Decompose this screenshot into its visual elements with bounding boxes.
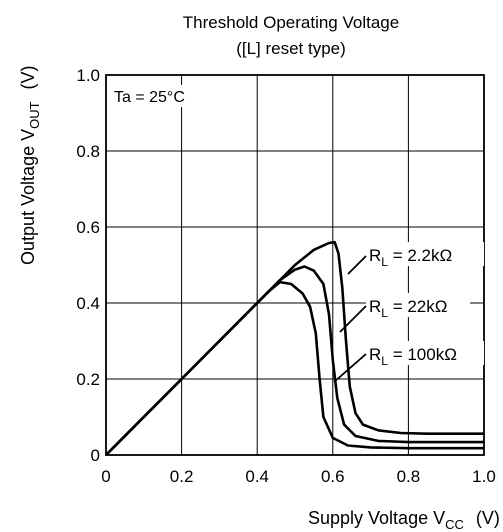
- series-label-prefix: R: [369, 345, 381, 364]
- x-tick-label: 0.6: [321, 467, 345, 486]
- annotation-background: [110, 85, 200, 107]
- leader-line-2-2k: [347, 255, 367, 275]
- y-tick-label: 0.4: [76, 294, 100, 313]
- leader-line-100k: [333, 353, 367, 383]
- series-label-subscript: L: [381, 354, 388, 368]
- y-axis-label: Output Voltage VOUT (V): [18, 65, 42, 265]
- y-tick-label: 0.6: [76, 218, 100, 237]
- y-axis-label-unit: (V): [18, 65, 38, 89]
- series-label-background: [366, 341, 484, 365]
- x-tick-label: 0: [101, 467, 110, 486]
- series-label-prefix: R: [369, 246, 381, 265]
- x-tick-label: 0.2: [170, 467, 194, 486]
- chart-title-line-1: Threshold Operating Voltage: [183, 13, 399, 32]
- y-axis-label-main: Output Voltage V: [18, 129, 38, 265]
- svg-text:RL = 2.2kΩ: RL = 2.2kΩ: [369, 246, 452, 269]
- series-label-value: = 22kΩ: [388, 297, 448, 316]
- y-axis-label-subscript: OUT: [27, 101, 42, 129]
- y-tick-label: 1.0: [76, 66, 100, 85]
- series-label-subscript: L: [381, 255, 388, 269]
- x-tick-labels: 0 0.2 0.4 0.6 0.8 1.0: [101, 467, 496, 486]
- x-axis-label: Supply Voltage VCC (V): [308, 508, 500, 532]
- x-tick-label: 1.0: [472, 467, 496, 486]
- series-label-value: = 2.2kΩ: [388, 246, 452, 265]
- x-axis-label-unit: (V): [476, 508, 500, 528]
- svg-text:RL = 22kΩ: RL = 22kΩ: [369, 297, 447, 320]
- series-label-value: = 100kΩ: [388, 345, 457, 364]
- x-tick-label: 0.8: [397, 467, 421, 486]
- y-tick-label: 0.8: [76, 142, 100, 161]
- svg-text:RL = 100kΩ: RL = 100kΩ: [369, 345, 457, 368]
- series-label-100k: RL = 100kΩ: [366, 341, 484, 368]
- series-label-2-2k: RL = 2.2kΩ: [366, 242, 484, 269]
- x-axis-label-main: Supply Voltage V: [308, 508, 445, 528]
- y-tick-label: 0: [91, 446, 100, 465]
- series-lines: [105, 240, 484, 456]
- series-label-22k: RL = 22kΩ: [366, 293, 470, 320]
- chart-title-line-2: ([L] reset type): [236, 39, 346, 58]
- leader-lines: [333, 255, 367, 383]
- y-tick-label: 0.2: [76, 370, 100, 389]
- series-line-3: [105, 280, 484, 456]
- series-label-prefix: R: [369, 297, 381, 316]
- series-label-background: [366, 293, 470, 317]
- y-tick-labels: 0 0.2 0.4 0.6 0.8 1.0: [76, 66, 100, 465]
- leader-line-22k: [339, 305, 367, 333]
- grid: [106, 75, 484, 455]
- temperature-annotation: Ta = 25°C: [114, 89, 185, 106]
- x-axis-label-subscript: CC: [445, 517, 464, 532]
- series-label-background: [366, 242, 484, 266]
- x-tick-label: 0.4: [245, 467, 269, 486]
- series-label-subscript: L: [381, 306, 388, 320]
